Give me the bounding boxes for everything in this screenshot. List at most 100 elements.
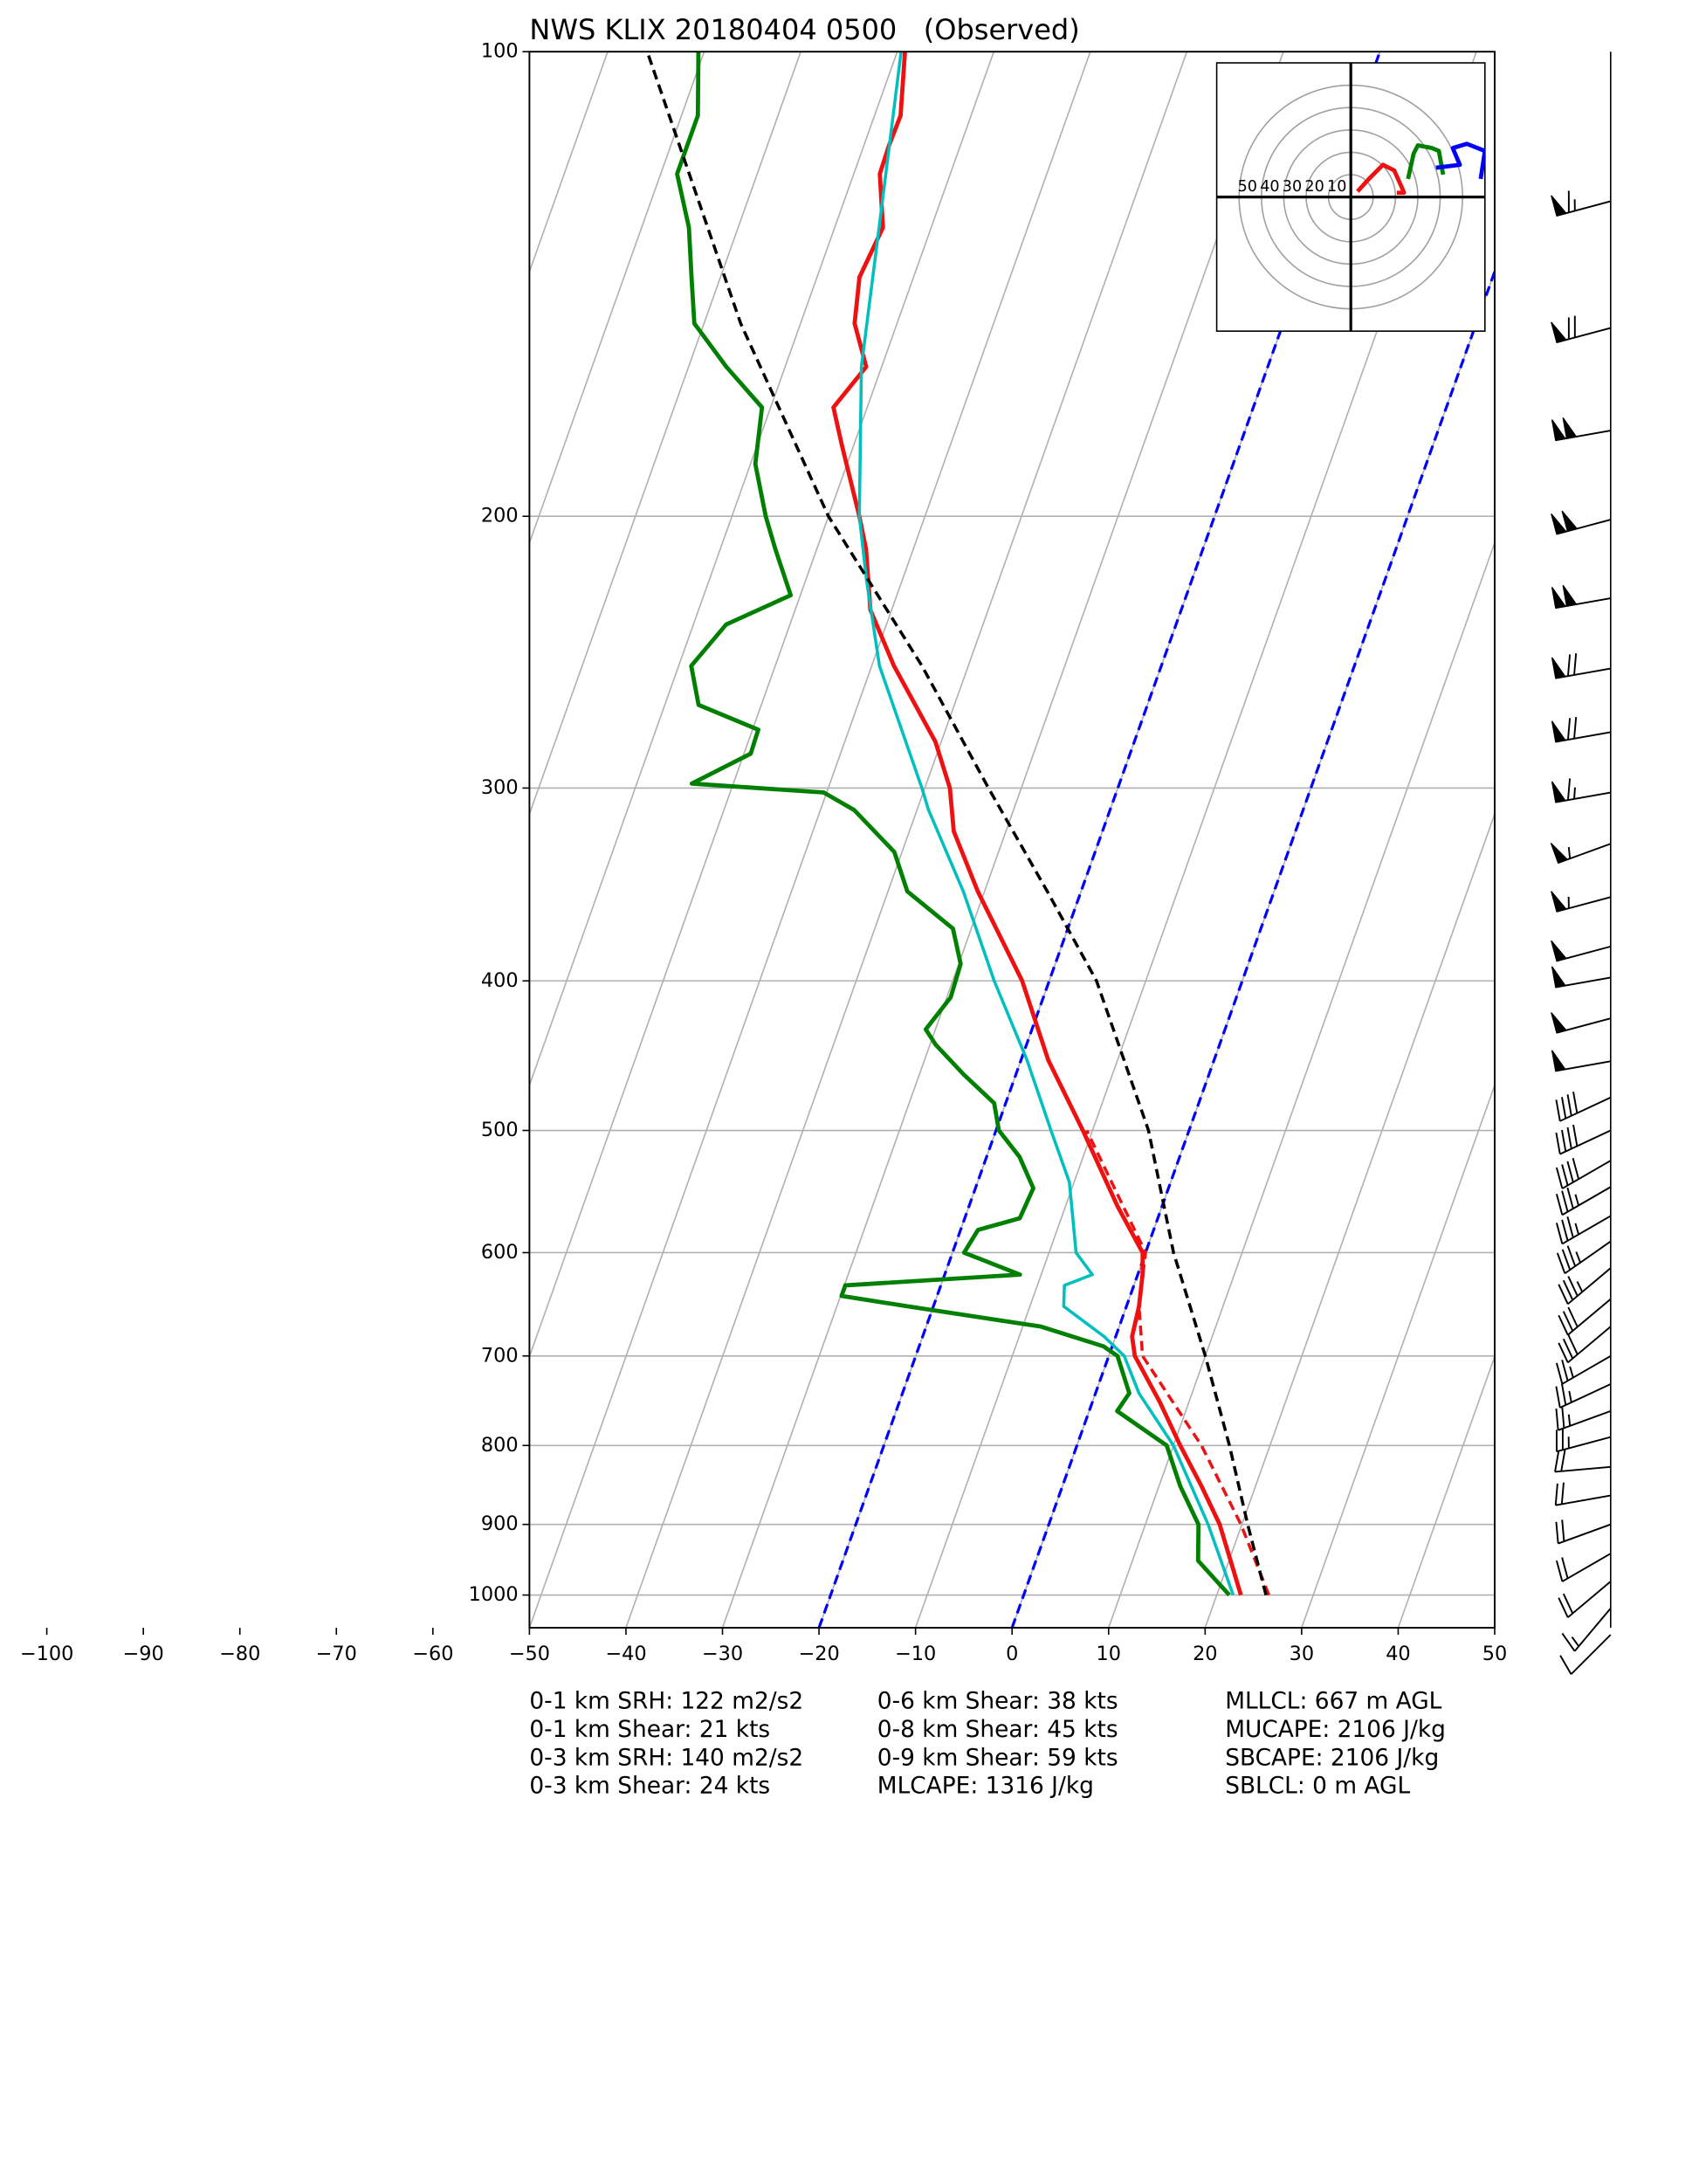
wind-barb	[1551, 190, 1612, 217]
y-tick-label: 300	[481, 776, 519, 799]
barb-feather	[1555, 1223, 1564, 1244]
y-tick-label: 400	[481, 969, 519, 992]
barb-feather	[1561, 1406, 1565, 1429]
hodograph-ring-label: 40	[1260, 178, 1279, 196]
x-tick-label: 20	[1193, 1643, 1218, 1665]
x-tick-label: −20	[798, 1643, 839, 1665]
barb-flag	[1551, 195, 1567, 217]
barb-half-feather	[1576, 1281, 1584, 1292]
isotherm	[1301, 1083, 1495, 1628]
barb-feather	[1567, 1306, 1579, 1327]
barb-feather	[1562, 1338, 1574, 1360]
barb-feather	[1555, 1521, 1559, 1544]
wind-barb	[1555, 1553, 1612, 1582]
barb-half-feather	[1567, 846, 1572, 859]
stat-text: SBCAPE: 2106 J/kg	[1225, 1744, 1439, 1771]
wind-barb	[1550, 843, 1612, 865]
wind-barb	[1554, 1450, 1611, 1473]
barb-half-feather	[1575, 1251, 1581, 1264]
barb-flag	[1551, 720, 1566, 743]
barb-shaft	[1567, 1298, 1612, 1336]
wind-barb	[1555, 1383, 1612, 1409]
wind-barb	[1555, 1186, 1612, 1216]
y-tick-label: 100	[481, 40, 519, 63]
barb-shaft	[1564, 1240, 1612, 1275]
barb-flag	[1562, 584, 1578, 607]
barb-flag	[1551, 321, 1567, 343]
barb-shaft	[1570, 1634, 1612, 1675]
wind-barb	[1551, 940, 1612, 962]
barb-feather	[1555, 1132, 1561, 1154]
x-tick-label: −30	[702, 1643, 743, 1665]
profile-line	[831, 52, 1243, 1596]
wind-barb	[1555, 1158, 1612, 1189]
barb-shaft	[1561, 1354, 1612, 1385]
isotherm	[1397, 1354, 1495, 1628]
barb-feather	[1558, 1342, 1569, 1363]
barb-half-feather	[1568, 1390, 1572, 1403]
x-tick-label: −80	[219, 1643, 260, 1665]
isotherm	[529, 52, 898, 1088]
highlight-isotherm	[1010, 267, 1495, 1628]
barb-feather	[1561, 1097, 1567, 1119]
barb-shaft	[1567, 1267, 1612, 1306]
wind-barb	[1561, 1608, 1612, 1652]
wind-barb	[1558, 1326, 1612, 1364]
barb-feather	[1572, 1092, 1579, 1113]
barb-feather	[1566, 778, 1572, 801]
barb-feather	[1558, 1284, 1569, 1305]
barb-shaft	[1559, 1096, 1612, 1122]
barb-shaft	[1558, 1523, 1612, 1545]
barb-feather	[1566, 1216, 1574, 1238]
profile-line	[1085, 1129, 1270, 1596]
barb-feather	[1567, 1334, 1579, 1355]
wind-barb	[1551, 966, 1611, 989]
wind-barb	[1559, 1634, 1612, 1675]
barb-feather	[1566, 1126, 1572, 1149]
barb-feather	[1566, 1245, 1577, 1267]
barb-flag	[1551, 513, 1567, 535]
wind-barb	[1558, 1267, 1612, 1306]
isotherm	[625, 52, 1188, 1628]
y-tick-label: 1000	[469, 1583, 519, 1606]
barb-feather	[1573, 716, 1578, 739]
barb-feather	[1561, 1129, 1567, 1152]
wind-barb	[1554, 1482, 1611, 1506]
barb-half-feather	[1574, 1223, 1580, 1235]
profile-line	[857, 52, 1235, 1596]
x-tick-label: −70	[316, 1643, 357, 1665]
hodograph-plot	[1216, 63, 1485, 332]
x-tick-label: −50	[509, 1643, 550, 1665]
barb-shaft	[1561, 1553, 1612, 1582]
barb-half-feather	[1574, 1194, 1580, 1206]
x-tick-label: 10	[1097, 1643, 1122, 1665]
barb-flag	[1550, 843, 1569, 864]
barb-flag	[1551, 781, 1566, 803]
barb-flag	[1551, 1012, 1567, 1034]
isotherm	[529, 52, 1091, 1628]
isotherm	[1108, 541, 1495, 1628]
y-tick-label: 800	[481, 1434, 519, 1457]
barb-feather	[1558, 1597, 1569, 1618]
profile-line	[675, 52, 1231, 1597]
isotherm	[1204, 811, 1495, 1628]
barb-shaft	[1554, 1465, 1611, 1473]
barb-shaft	[1559, 1383, 1612, 1409]
barb-feather	[1555, 1167, 1564, 1189]
wind-barb	[1551, 417, 1611, 442]
barb-half-feather	[1571, 1636, 1580, 1647]
barb-feather	[1566, 654, 1572, 677]
barb-feather	[1561, 1164, 1569, 1186]
stat-text: 0-8 km Shear: 45 kts	[877, 1716, 1118, 1743]
y-tick-label: 200	[481, 505, 519, 527]
barb-feather	[1555, 1362, 1564, 1385]
barb-shaft	[1567, 1581, 1612, 1618]
barb-feather	[1555, 1194, 1564, 1216]
barb-flag	[1551, 657, 1566, 679]
wind-barb	[1555, 1406, 1612, 1431]
barb-feather	[1558, 1314, 1569, 1336]
barb-feather	[1566, 1161, 1574, 1183]
barb-shaft	[1561, 1160, 1612, 1189]
